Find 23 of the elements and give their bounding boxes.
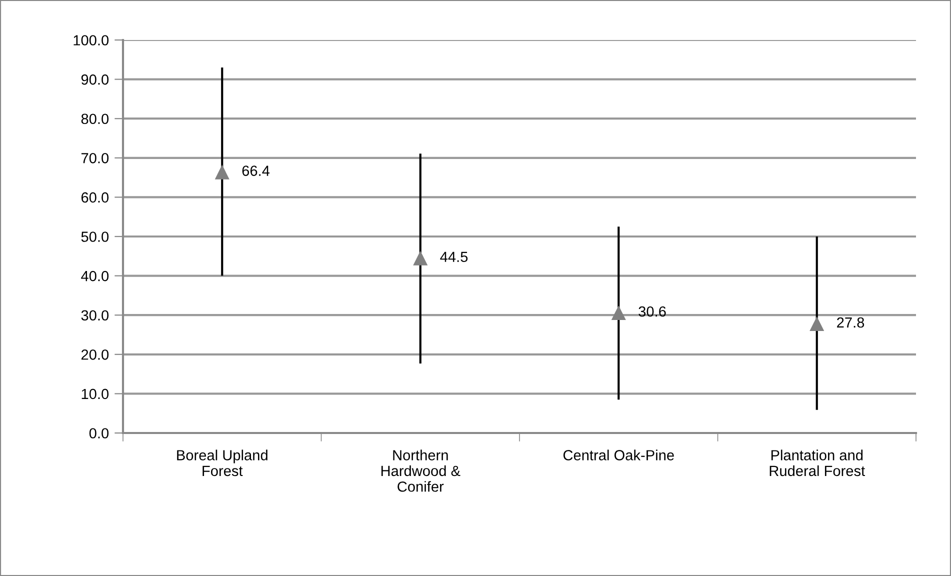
point bbox=[413, 250, 428, 266]
x-tick-label: Central Oak-Pine bbox=[563, 450, 674, 460]
point bbox=[611, 305, 626, 320]
point bbox=[214, 164, 230, 180]
data-label: 44.5 bbox=[440, 252, 468, 262]
data-label: 30.6 bbox=[638, 306, 666, 317]
y-tick-label: 80.0 bbox=[81, 114, 109, 124]
y-tick-label: 40.0 bbox=[81, 270, 109, 282]
y-tick-label: 100.0 bbox=[74, 35, 109, 46]
y-tick-label: 70.0 bbox=[81, 153, 109, 164]
x-tick-label: Boreal Upland Forest bbox=[177, 450, 268, 476]
point bbox=[810, 316, 824, 332]
y-tick-label: 50.0 bbox=[81, 232, 109, 242]
x-tick-label: Plantation and Ruderal Forest bbox=[770, 450, 865, 476]
y-tick-label: 30.0 bbox=[81, 310, 109, 321]
y-tick-label: 90.0 bbox=[81, 74, 109, 85]
data-label: 27.8 bbox=[837, 317, 864, 328]
data-label: 66.4 bbox=[242, 166, 270, 176]
y-tick-label: 20.0 bbox=[81, 350, 109, 360]
x-tick-label: Northern Hardwood & Conifer bbox=[381, 450, 460, 492]
y-tick-label: 10.0 bbox=[82, 388, 109, 400]
y-tick-label: 0.0 bbox=[89, 428, 109, 438]
y-tick-label: 60.0 bbox=[81, 192, 109, 203]
